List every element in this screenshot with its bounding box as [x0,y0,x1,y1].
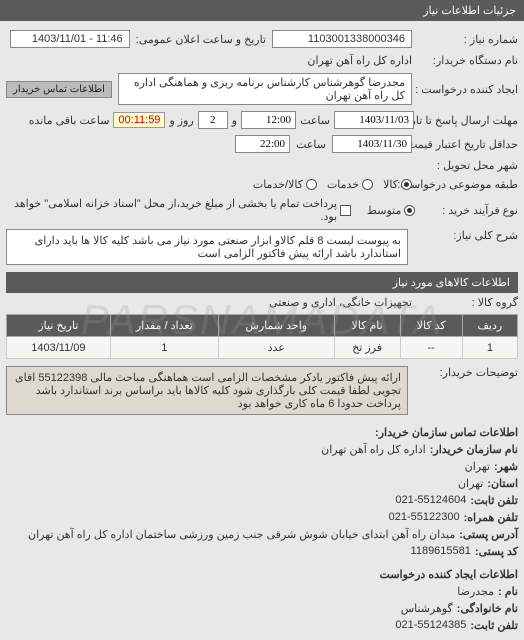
remaining-time: 00:11:59 [113,112,165,128]
td-qty: 1 [110,337,218,359]
checkbox-partial[interactable]: پرداخت تمام یا بخشی از مبلغ خرید،از محل … [6,197,351,223]
checkbox-partial-icon [340,205,351,216]
need-number-value: 1103001338000346 [272,30,412,48]
buyer-desc-value: ارائه پیش فاکتور یادکر مشخصات الزامی است… [6,366,408,415]
contact-postal-value: 1189615581 [411,545,471,558]
creator-name-label: نام : [498,585,518,598]
contact-fax-label: تلفن همراه: [464,511,518,524]
public-date-value: 11:46 - 1403/11/01 [10,30,130,48]
radio-kala-khadamat-label: کالا/خدمات [253,178,303,191]
table-row: 1 -- فرز تخ عدد 1 1403/11/09 [7,337,518,359]
day-sep: و [232,114,237,127]
radio-kala-khadamat[interactable]: کالا/خدمات [253,178,317,191]
general-desc-value: به پیوست لیست 8 قلم کالاو ابزار صنعتی مو… [6,229,408,265]
td-name: فرز تخ [334,337,400,359]
contact-province-value: تهران [458,477,483,490]
td-unit: عدد [218,337,334,359]
checkbox-partial-label: پرداخت تمام یا بخشی از مبلغ خرید،از محل … [6,197,337,223]
radio-direct-icon [404,205,415,216]
creator-family-value: گوهرشناس [401,602,453,615]
deadline-label: مهلت ارسال پاسخ تا تاریخ: [418,114,518,127]
price-deadline-label: حداقل تاریخ اعتبار قیمت تا تاریخ: [418,138,518,151]
contact-phone-value: 021-55124604 [395,494,466,507]
org-name-value: اداره کل راه آهن تهران [307,54,412,67]
creator-phone-value: 021-55124385 [395,619,466,632]
radio-khadamat[interactable]: خدمات [327,178,373,191]
contact-org-value: اداره کل راه آهن تهران [321,443,426,456]
buy-process-label: نوع فرآیند خرید : [421,204,518,217]
time-label-1: ساعت [300,114,330,127]
th-row: ردیف [462,315,517,337]
th-unit: واحد شمارش [218,315,334,337]
price-deadline-time-input[interactable] [235,135,290,153]
th-code: کد کالا [400,315,462,337]
creator-phone-label: تلفن ثابت: [470,619,518,632]
need-number-label: شماره نیاز : [418,33,518,46]
creator-label: ایجاد کننده درخواست : [418,83,518,96]
contact-city-value: تهران [465,460,490,473]
contact-address-label: آدرس پستی: [459,528,518,541]
org-name-label: نام دستگاه خریدار: [418,54,518,67]
contact-org-label: نام سازمان خریدار: [430,443,518,456]
radio-direct[interactable]: متوسط [367,204,416,217]
creator-value: مجدرضا گوهرشناس کارشناس برنامه ریزی و هم… [118,73,412,105]
creator-family-label: نام خانوادگی: [457,602,518,615]
goods-section-title: اطلاعات کالاهای مورد نیاز [6,272,518,293]
creator-name-value: مجدرضا [457,585,494,598]
deadline-time-input[interactable] [241,111,296,129]
group-label: گروه کالا : [418,296,518,309]
radio-kala-icon [401,179,412,190]
contact-city-label: شهر: [494,460,518,473]
radio-kala[interactable]: کالا [383,178,412,191]
general-desc-label: شرح کلی نیاز: [418,229,518,242]
radio-khadamat-label: خدمات [327,178,359,191]
goods-table: ردیف کد کالا نام کالا واحد شمارش تعداد /… [6,314,518,359]
day-count-input[interactable] [198,111,228,129]
contact-buyer-button[interactable]: اطلاعات تماس خریدار [6,81,112,98]
page-header: جزئیات اطلاعات نیاز [0,0,524,21]
public-date-label: تاریخ و ساعت اعلان عمومی: [136,33,266,46]
hour-sep: روز و [169,114,193,127]
time-label-2: ساعت [296,138,326,151]
deadline-date-input[interactable] [334,111,414,129]
contact-phone-label: تلفن ثابت: [470,494,518,507]
th-qty: تعداد / مقدار [110,315,218,337]
contact-fax-value: 021-55122300 [389,511,460,524]
contact-province-label: استان: [487,477,518,490]
th-date: تاریخ نیاز [7,315,111,337]
td-code: -- [400,337,462,359]
radio-direct-label: متوسط [367,204,402,217]
creator-section-title: اطلاعات ایجاد کننده درخواست [380,568,518,581]
radio-kala-label: کالا [383,178,398,191]
contact-section-title: اطلاعات تماس سازمان خریدار: [375,426,518,439]
price-deadline-date-input[interactable] [332,135,412,153]
delivery-city-label: شهر محل تحویل : [418,159,518,172]
page-title: جزئیات اطلاعات نیاز [423,5,516,17]
radio-kala-khadamat-icon [306,179,317,190]
buyer-desc-label: توضیحات خریدار: [418,366,518,379]
td-date: 1403/11/09 [7,337,111,359]
group-value: تجهیزات خانگی، اداری و صنعتی [269,296,412,309]
contact-postal-label: کد پستی: [475,545,518,558]
td-row: 1 [462,337,517,359]
radio-khadamat-icon [362,179,373,190]
contact-address-value: میدان راه آهن ابتدای خیابان شوش شرقی جنب… [28,528,455,541]
th-name: نام کالا [334,315,400,337]
remaining-label: ساعت باقی مانده [29,114,110,127]
request-type-label: طبقه موضوعی درخواست: [418,178,518,191]
